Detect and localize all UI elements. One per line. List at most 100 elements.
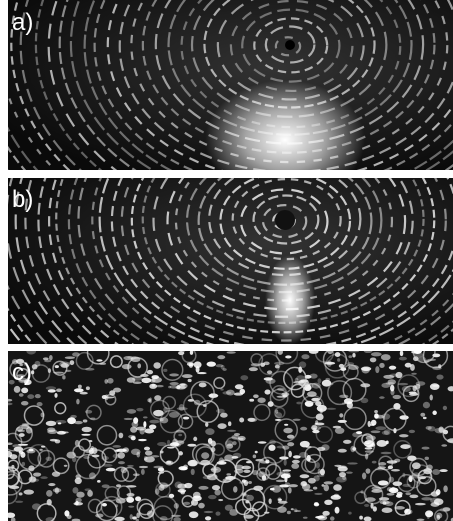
speckle [311, 425, 317, 431]
speckle [293, 419, 301, 421]
speckle [388, 379, 396, 385]
speckle [249, 399, 254, 402]
speckle [183, 417, 189, 420]
speckle [145, 450, 153, 455]
speckle [208, 495, 217, 499]
speckle [389, 366, 396, 370]
speckle [391, 487, 396, 492]
speckle [198, 486, 208, 490]
speckle [411, 373, 417, 375]
speckle [359, 516, 363, 520]
speckle [268, 445, 275, 451]
speckle [149, 420, 159, 424]
speckle [330, 516, 334, 520]
speckle [423, 402, 430, 409]
speckle [277, 506, 287, 512]
speckle [196, 366, 200, 373]
speckle [70, 360, 75, 365]
speckle [430, 498, 440, 504]
speckle [167, 440, 170, 445]
speckle [78, 385, 82, 389]
speckle [300, 427, 307, 431]
speckle [64, 510, 69, 516]
speckle [253, 454, 257, 458]
speckle [248, 418, 257, 422]
speckle [348, 355, 352, 358]
speckle [415, 503, 426, 505]
speckle [233, 486, 237, 493]
speckle [303, 517, 308, 519]
speckle [398, 383, 409, 386]
speckle [191, 469, 195, 475]
speckle [167, 447, 175, 449]
speckle [74, 388, 84, 392]
speckle [151, 377, 162, 383]
speckle [178, 489, 186, 493]
speckle [128, 506, 134, 508]
speckle [48, 483, 55, 486]
page: a) b) c) (() => { const data = JSON.pars… [0, 0, 453, 521]
speckle [35, 394, 41, 398]
speckle [80, 392, 88, 395]
speckle [317, 378, 321, 383]
speckle [326, 408, 336, 410]
speckle [212, 485, 220, 490]
speckle [10, 454, 18, 459]
speckle [370, 357, 377, 362]
speckle [113, 388, 121, 393]
speckle [338, 449, 347, 453]
speckle [14, 386, 21, 393]
speckle [49, 355, 53, 360]
speckle [235, 384, 244, 389]
speckle [413, 348, 422, 354]
speckle [314, 503, 319, 507]
speckle [283, 428, 292, 434]
speckle [207, 361, 216, 366]
speckle [40, 476, 48, 479]
speckle [313, 475, 319, 481]
speckle [362, 367, 370, 373]
speckle [27, 394, 34, 399]
speckle [175, 386, 186, 390]
speckle [375, 366, 379, 373]
speckle [243, 470, 250, 473]
speckle [289, 484, 298, 487]
speckle [356, 431, 362, 434]
speckle [296, 402, 301, 405]
speckle [393, 481, 403, 486]
speckle [124, 418, 133, 420]
speckle [300, 481, 307, 486]
speckle [337, 358, 340, 362]
speckle [216, 512, 221, 516]
speckle [436, 489, 441, 495]
speckle [104, 379, 108, 384]
speckle [139, 466, 148, 468]
speckle [112, 445, 121, 448]
speckle [382, 431, 389, 435]
speckle [182, 374, 193, 378]
speckle [258, 441, 267, 443]
speckle [43, 357, 49, 360]
speckle [189, 511, 199, 518]
speckle [119, 433, 124, 439]
speckle [239, 417, 244, 422]
speckle [189, 363, 193, 368]
speckle [221, 365, 225, 369]
speckle [443, 406, 447, 410]
speckle [198, 503, 205, 509]
speckle [375, 426, 386, 430]
speckle [62, 375, 65, 379]
speckle [324, 500, 332, 505]
speckle [21, 388, 28, 394]
speckle [193, 492, 201, 499]
speckle [365, 447, 373, 450]
speckle [293, 381, 304, 384]
speckle [371, 420, 377, 426]
speckle [91, 446, 94, 450]
speckle [53, 488, 61, 492]
speckle [284, 459, 287, 466]
speckle [46, 421, 56, 426]
speckle [130, 514, 133, 519]
speckle [313, 487, 317, 490]
speckle [342, 476, 346, 480]
